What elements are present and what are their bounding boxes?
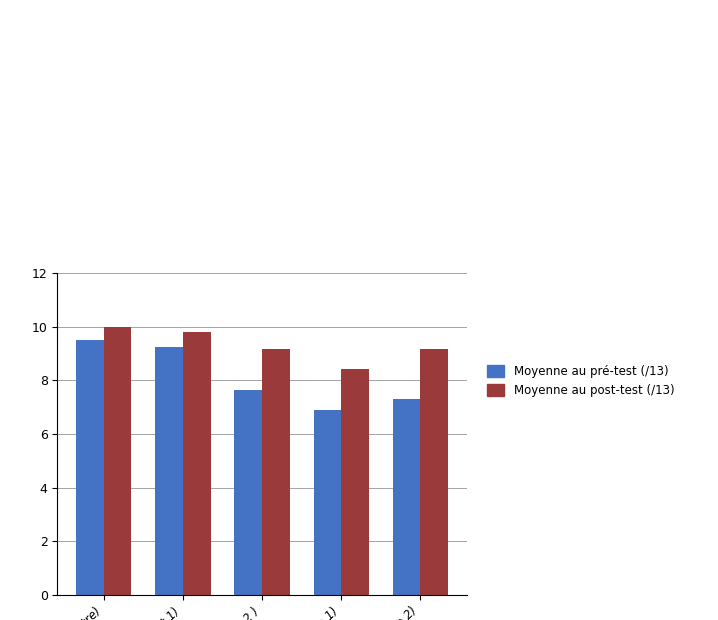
Bar [393,399,421,595]
Bar [183,332,210,595]
Bar [76,340,103,595]
Bar [341,369,369,595]
Bar [421,348,448,595]
Bar [314,410,341,595]
Bar [262,348,290,595]
Bar [103,327,131,595]
Legend: Moyenne au pré-test (/13), Moyenne au post-test (/13): Moyenne au pré-test (/13), Moyenne au po… [481,360,681,403]
Bar [234,389,262,595]
Bar [155,347,183,595]
